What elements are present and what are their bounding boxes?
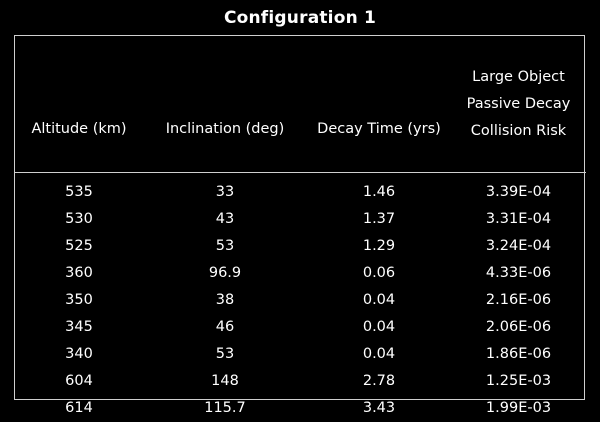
cell-altitude: 350 — [65, 292, 93, 308]
table-row: 345 46 0.04 2.06E-06 — [15, 314, 586, 341]
cell-decay-time: 0.04 — [362, 319, 396, 335]
header-altitude: Altitude (km) — [15, 36, 143, 173]
cell-inclination: 33 — [215, 184, 235, 200]
cell-collision-risk: 2.16E-06 — [485, 292, 552, 308]
table-row: 340 53 0.04 1.86E-06 — [15, 341, 586, 368]
cell-altitude: 535 — [65, 184, 93, 200]
cell-collision-risk: 1.86E-06 — [485, 346, 552, 362]
header-decay-time: Decay Time (yrs) — [307, 36, 451, 173]
header-inclination: Inclination (deg) — [143, 36, 307, 173]
table-row: 360 96.9 0.06 4.33E-06 — [15, 260, 586, 287]
table-row: 530 43 1.37 3.31E-04 — [15, 206, 586, 233]
cell-altitude: 604 — [65, 373, 93, 389]
cell-collision-risk: 4.33E-06 — [485, 265, 552, 281]
cell-decay-time: 1.29 — [362, 238, 396, 254]
header-row: Altitude (km) Inclination (deg) Decay Ti… — [15, 36, 586, 173]
cell-inclination: 38 — [215, 292, 235, 308]
cell-altitude: 530 — [65, 211, 93, 227]
cell-decay-time: 2.78 — [362, 373, 396, 389]
cell-inclination: 148 — [211, 373, 239, 389]
table-title: Configuration 1 — [223, 8, 377, 28]
cell-altitude: 340 — [65, 346, 93, 362]
header-collision-risk-line-1: Large Object — [472, 68, 565, 85]
cell-decay-time: 0.04 — [362, 292, 396, 308]
cell-inclination: 53 — [215, 346, 235, 362]
header-collision-risk: Large Object Passive Decay Collision Ris… — [451, 36, 586, 173]
cell-inclination: 46 — [215, 319, 235, 335]
cell-inclination: 115.7 — [204, 400, 246, 416]
data-table-frame: Altitude (km) Inclination (deg) Decay Ti… — [14, 35, 586, 416]
cell-altitude: 525 — [65, 238, 93, 254]
cell-collision-risk: 3.24E-04 — [485, 238, 552, 254]
header-collision-risk-line-3: Collision Risk — [470, 122, 567, 139]
cell-collision-risk: 3.39E-04 — [485, 184, 552, 200]
header-collision-risk-line-2: Passive Decay — [466, 95, 571, 112]
cell-decay-time: 0.04 — [362, 346, 396, 362]
cell-inclination: 96.9 — [208, 265, 242, 281]
cell-decay-time: 1.37 — [362, 211, 396, 227]
table-row: 525 53 1.29 3.24E-04 — [15, 233, 586, 260]
cell-collision-risk: 1.99E-03 — [485, 400, 552, 416]
cell-decay-time: 1.46 — [362, 184, 396, 200]
table-row: 535 33 1.46 3.39E-04 — [15, 173, 586, 207]
table-row: 604 148 2.78 1.25E-03 — [15, 368, 586, 395]
cell-decay-time: 3.43 — [362, 400, 396, 416]
cell-altitude: 345 — [65, 319, 93, 335]
cell-inclination: 53 — [215, 238, 235, 254]
cell-altitude: 614 — [65, 400, 93, 416]
configuration-table: Altitude (km) Inclination (deg) Decay Ti… — [15, 36, 586, 422]
table-row: 350 38 0.04 2.16E-06 — [15, 287, 586, 314]
cell-collision-risk: 3.31E-04 — [485, 211, 552, 227]
cell-collision-risk: 2.06E-06 — [485, 319, 552, 335]
cell-decay-time: 0.06 — [362, 265, 396, 281]
cell-inclination: 43 — [215, 211, 235, 227]
table-row: 614 115.7 3.43 1.99E-03 — [15, 395, 586, 422]
cell-collision-risk: 1.25E-03 — [485, 373, 552, 389]
cell-altitude: 360 — [65, 265, 93, 281]
